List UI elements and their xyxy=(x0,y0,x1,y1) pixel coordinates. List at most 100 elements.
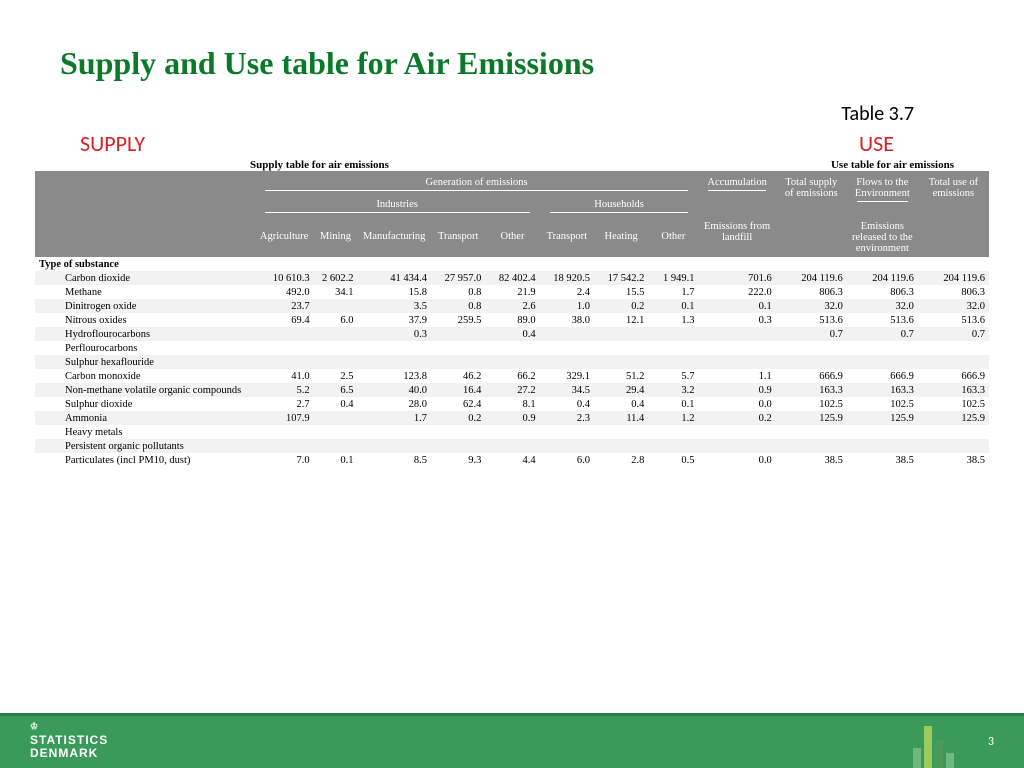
substance-name: Sulphur dioxide xyxy=(35,397,255,411)
supply-label: SUPPLY xyxy=(80,130,145,157)
cell-value xyxy=(357,355,431,369)
substance-name: Carbon dioxide xyxy=(35,271,255,285)
hdr-total-supply: Total supply of emissions xyxy=(776,171,847,257)
cell-value: 2 602.2 xyxy=(314,271,358,285)
cell-value: 32.0 xyxy=(918,299,989,313)
cell-value: 0.2 xyxy=(698,411,775,425)
cell-value: 0.1 xyxy=(314,453,358,467)
cell-value: 18 920.5 xyxy=(540,271,594,285)
cell-value xyxy=(485,355,539,369)
col-transport: Transport xyxy=(431,228,485,257)
cell-value: 38.5 xyxy=(918,453,989,467)
substance-name: Perflourocarbons xyxy=(35,341,255,355)
cell-value xyxy=(594,355,648,369)
cell-value xyxy=(357,439,431,453)
cell-value xyxy=(540,355,594,369)
col-mining: Mining xyxy=(314,228,358,257)
cell-value xyxy=(485,439,539,453)
cell-value: 0.7 xyxy=(776,327,847,341)
cell-value: 0.9 xyxy=(698,383,775,397)
cell-value xyxy=(776,355,847,369)
cell-value xyxy=(918,439,989,453)
cell-value: 15.5 xyxy=(594,285,648,299)
cell-value xyxy=(648,355,698,369)
cell-value: 34.1 xyxy=(314,285,358,299)
cell-value: 27.2 xyxy=(485,383,539,397)
cell-value: 3.5 xyxy=(357,299,431,313)
substance-name: Non-methane volatile organic compounds xyxy=(35,383,255,397)
cell-value xyxy=(314,439,358,453)
cell-value: 0.1 xyxy=(648,397,698,411)
col-heating: Heating xyxy=(594,228,648,257)
cell-value: 3.2 xyxy=(648,383,698,397)
cell-value: 806.3 xyxy=(847,285,918,299)
cell-value xyxy=(648,425,698,439)
cell-value: 82 402.4 xyxy=(485,271,539,285)
cell-value: 0.4 xyxy=(594,397,648,411)
cell-value: 204 119.6 xyxy=(847,271,918,285)
cell-value xyxy=(918,341,989,355)
cell-value: 666.9 xyxy=(776,369,847,383)
emissions-table: Generation of emissions Accumulation Tot… xyxy=(35,171,989,467)
table-row: Methane492.034.115.80.821.92.415.51.7222… xyxy=(35,285,989,299)
cell-value: 28.0 xyxy=(357,397,431,411)
cell-value: 2.5 xyxy=(314,369,358,383)
table-header: Generation of emissions Accumulation Tot… xyxy=(35,171,989,257)
cell-value: 6.5 xyxy=(314,383,358,397)
hdr-flows: Flows to the Environment xyxy=(855,177,910,199)
cell-value xyxy=(698,327,775,341)
cell-value: 0.0 xyxy=(698,453,775,467)
cell-value: 6.0 xyxy=(314,313,358,327)
cell-value: 0.3 xyxy=(357,327,431,341)
cell-value: 0.8 xyxy=(431,299,485,313)
cell-value xyxy=(314,355,358,369)
cell-value xyxy=(314,299,358,313)
cell-value: 27 957.0 xyxy=(431,271,485,285)
cell-value xyxy=(847,439,918,453)
cell-value xyxy=(431,341,485,355)
cell-value: 0.7 xyxy=(918,327,989,341)
cell-value: 513.6 xyxy=(918,313,989,327)
cell-value xyxy=(431,439,485,453)
cell-value: 666.9 xyxy=(918,369,989,383)
cell-value xyxy=(648,341,698,355)
cell-value: 0.1 xyxy=(648,299,698,313)
cell-value: 8.5 xyxy=(357,453,431,467)
hdr-industries: Industries xyxy=(376,199,417,210)
cell-value: 34.5 xyxy=(540,383,594,397)
cell-value: 62.4 xyxy=(431,397,485,411)
table-row: Sulphur hexaflouride xyxy=(35,355,989,369)
cell-value: 2.8 xyxy=(594,453,648,467)
cell-value: 513.6 xyxy=(776,313,847,327)
hdr-generation: Generation of emissions xyxy=(426,177,528,188)
cell-value: 12.1 xyxy=(594,313,648,327)
crown-icon: ♔ xyxy=(30,722,39,732)
cell-value: 9.3 xyxy=(431,453,485,467)
hdr-accumulation: Accumulation xyxy=(707,177,766,188)
cell-value: 102.5 xyxy=(918,397,989,411)
cell-value xyxy=(255,439,314,453)
cell-value xyxy=(847,425,918,439)
org-logo: ♔ STATISTICS DENMARK xyxy=(30,724,108,760)
cell-value xyxy=(776,425,847,439)
table-row: Nitrous oxides69.46.037.9259.589.038.012… xyxy=(35,313,989,327)
cell-value xyxy=(648,327,698,341)
cell-value: 204 119.6 xyxy=(918,271,989,285)
substance-name: Carbon monoxide xyxy=(35,369,255,383)
table-row: Sulphur dioxide2.70.428.062.48.10.40.40.… xyxy=(35,397,989,411)
cell-value: 125.9 xyxy=(847,411,918,425)
substance-name: Heavy metals xyxy=(35,425,255,439)
cell-value: 0.1 xyxy=(698,299,775,313)
table-row: Carbon dioxide10 610.32 602.241 434.427 … xyxy=(35,271,989,285)
table-row: Carbon monoxide41.02.5123.846.266.2329.1… xyxy=(35,369,989,383)
substance-name: Sulphur hexaflouride xyxy=(35,355,255,369)
cell-value: 102.5 xyxy=(776,397,847,411)
cell-value: 32.0 xyxy=(776,299,847,313)
cell-value xyxy=(314,411,358,425)
cell-value: 0.0 xyxy=(698,397,775,411)
col-other: Other xyxy=(485,228,539,257)
cell-value: 102.5 xyxy=(847,397,918,411)
col-manufacturing: Manufacturing xyxy=(357,228,431,257)
subtable-captions: Supply table for air emissions Use table… xyxy=(0,157,1024,171)
cell-value: 125.9 xyxy=(776,411,847,425)
